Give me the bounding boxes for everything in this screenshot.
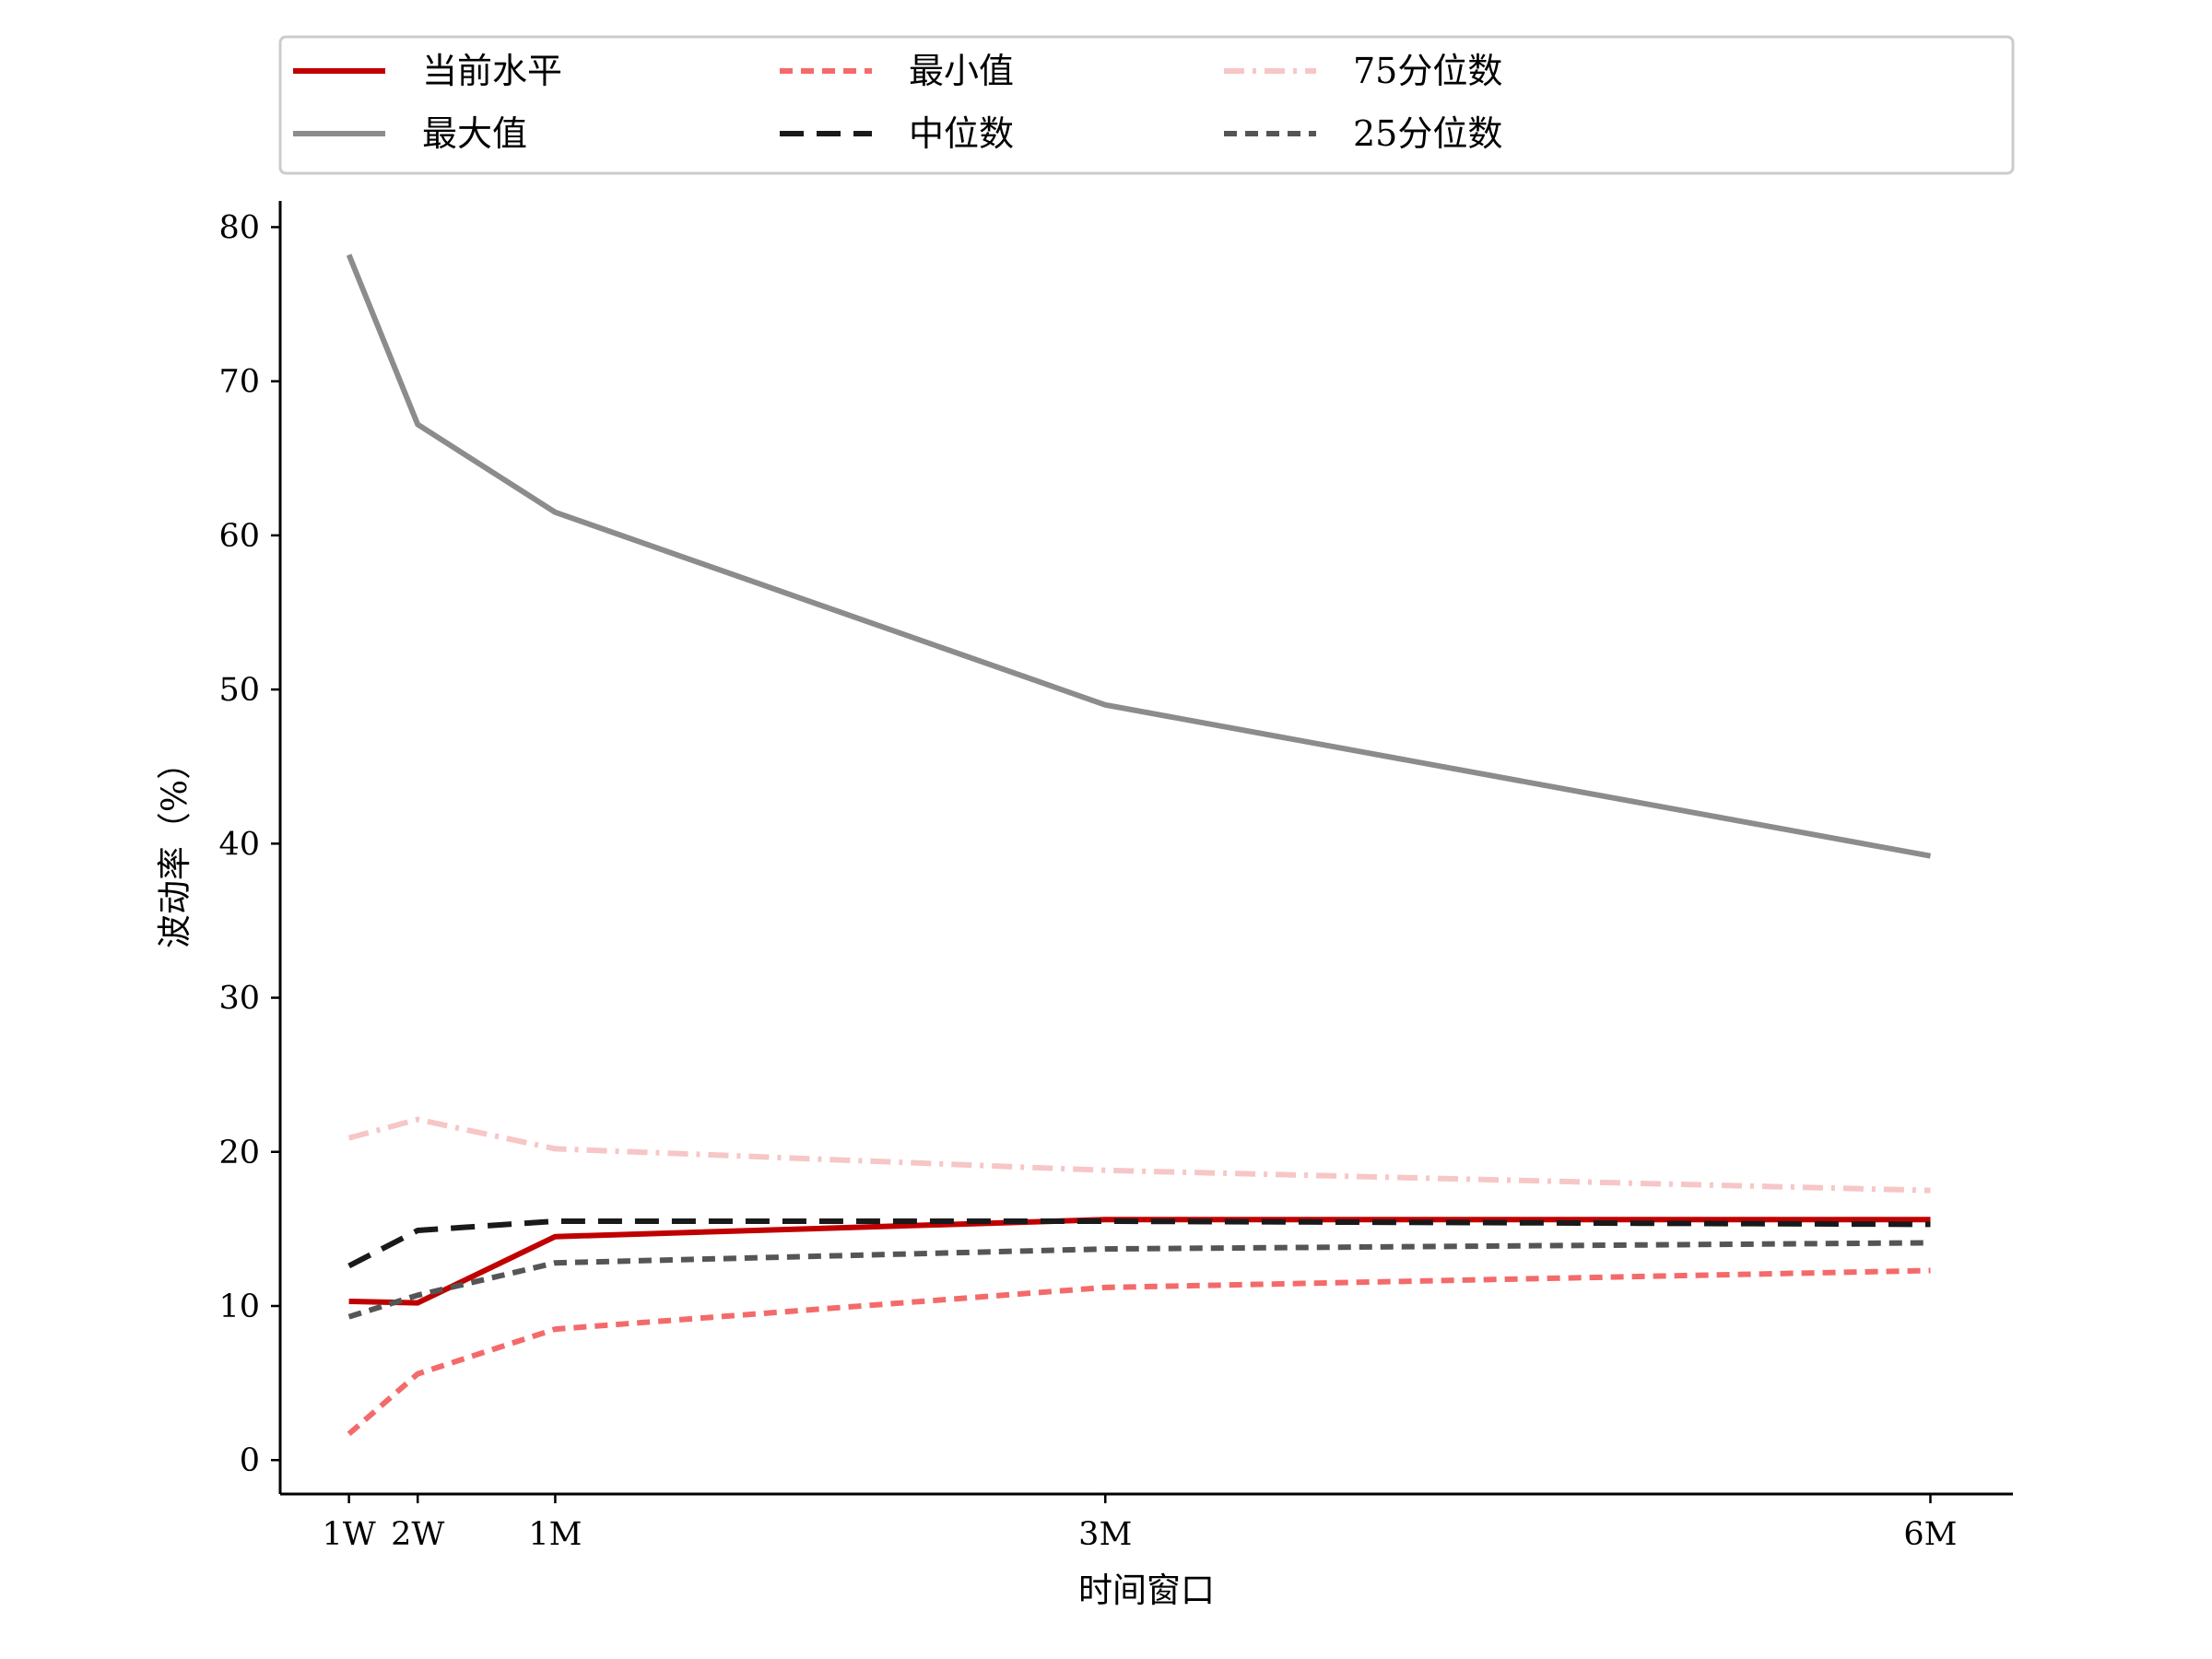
y-tick-label: 80 [218, 209, 260, 246]
y-axis-ticks: 0 10 20 30 40 50 60 70 80 [218, 209, 280, 1479]
series-line [347, 1218, 1931, 1269]
legend-label: 最大值 [422, 113, 527, 154]
x-axis-ticks: 1W 2W 1M 3M 6M [322, 1494, 1958, 1553]
y-tick-label: 60 [218, 518, 260, 555]
legend-label: 中位数 [909, 113, 1014, 154]
series-line [347, 1116, 1931, 1194]
series-line [346, 253, 1932, 859]
x-tick-label: 2W [391, 1516, 444, 1553]
legend-label: 75分位数 [1353, 51, 1502, 91]
x-axis-label: 时间窗口 [1078, 1571, 1215, 1610]
x-tick-label: 3M [1078, 1516, 1132, 1553]
legend-label: 当前水平 [422, 51, 562, 91]
y-axis-label: 波动率（%） [155, 746, 194, 948]
y-tick-label: 30 [218, 981, 260, 1018]
x-tick-label: 6M [1903, 1516, 1957, 1553]
y-tick-label: 70 [218, 364, 260, 401]
x-tick-label: 1M [528, 1516, 582, 1553]
x-tick-label: 1W [322, 1516, 375, 1553]
y-tick-label: 10 [218, 1288, 260, 1325]
legend-frame [278, 35, 2015, 175]
legend-label: 最小值 [909, 51, 1014, 91]
y-tick-label: 40 [218, 826, 260, 863]
series-lines [346, 253, 1932, 1437]
y-tick-label: 20 [218, 1135, 260, 1171]
series-line [347, 1240, 1931, 1320]
y-tick-label: 0 [240, 1442, 260, 1479]
y-tick-label: 50 [218, 672, 260, 709]
legend-label: 25分位数 [1353, 113, 1502, 154]
series-line [347, 1267, 1931, 1437]
